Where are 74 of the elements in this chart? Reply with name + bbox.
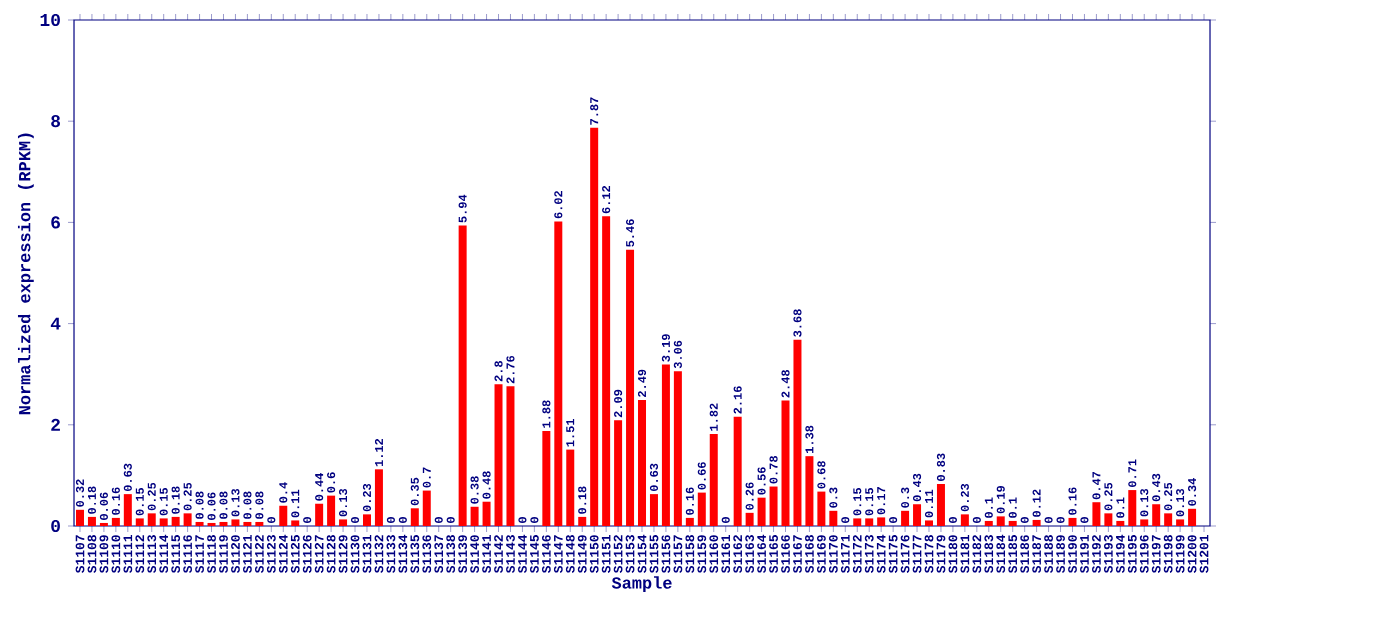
bar bbox=[602, 216, 611, 526]
bar bbox=[877, 517, 886, 526]
bar bbox=[291, 520, 300, 526]
bar bbox=[673, 371, 682, 526]
bar bbox=[590, 127, 599, 526]
x-axis-title: Sample bbox=[611, 576, 672, 593]
bar bbox=[685, 517, 694, 526]
bar bbox=[901, 510, 910, 526]
bar bbox=[422, 490, 431, 526]
bar bbox=[924, 520, 933, 526]
bar bbox=[649, 494, 658, 526]
bar bbox=[1032, 519, 1041, 526]
bar bbox=[75, 509, 84, 526]
bar bbox=[1140, 519, 1149, 526]
y-tick-label: 6 bbox=[51, 216, 60, 229]
bar bbox=[482, 501, 491, 526]
bar bbox=[865, 518, 874, 526]
bar bbox=[458, 225, 467, 526]
bar bbox=[554, 221, 563, 526]
bar bbox=[470, 506, 479, 526]
bar bbox=[745, 512, 754, 526]
bar bbox=[362, 514, 371, 526]
bar bbox=[960, 514, 969, 526]
bar bbox=[410, 508, 419, 526]
bar bbox=[171, 516, 180, 526]
bar bbox=[1116, 520, 1125, 526]
bar bbox=[578, 516, 587, 526]
bar bbox=[159, 518, 168, 526]
bar bbox=[757, 497, 766, 526]
bar bbox=[817, 491, 826, 526]
y-axis-title: Normalized expression (RPKM) bbox=[17, 133, 34, 415]
bar bbox=[1128, 490, 1137, 526]
y-tick-label: 10 bbox=[40, 13, 60, 27]
bar bbox=[626, 249, 635, 526]
bar bbox=[996, 516, 1005, 526]
bar bbox=[697, 492, 706, 526]
y-tick-label: 2 bbox=[51, 418, 60, 431]
bar bbox=[542, 430, 551, 526]
bar bbox=[805, 456, 814, 526]
bar bbox=[147, 513, 156, 526]
bar bbox=[111, 517, 120, 526]
bar bbox=[231, 519, 240, 526]
bar bbox=[135, 518, 144, 526]
bar bbox=[1104, 513, 1113, 526]
bar bbox=[829, 510, 838, 526]
bar bbox=[936, 484, 945, 526]
bar bbox=[984, 520, 993, 526]
bar bbox=[339, 519, 348, 526]
y-tick-label: 4 bbox=[50, 317, 61, 330]
bar bbox=[183, 513, 192, 526]
bar bbox=[638, 400, 647, 526]
bar bbox=[1176, 519, 1185, 526]
bar bbox=[1068, 517, 1077, 526]
bar bbox=[87, 516, 96, 526]
bar bbox=[733, 416, 742, 526]
bar bbox=[709, 433, 718, 526]
bar bbox=[614, 420, 623, 526]
bar bbox=[661, 364, 670, 526]
bar bbox=[1188, 508, 1197, 526]
bar bbox=[769, 486, 778, 526]
y-tick-label: 0 bbox=[51, 519, 60, 533]
bar bbox=[853, 518, 862, 526]
y-tick-label: 8 bbox=[51, 115, 61, 128]
bar bbox=[327, 495, 336, 526]
bar bbox=[1008, 520, 1017, 526]
bar bbox=[1092, 502, 1101, 526]
bar bbox=[374, 469, 383, 526]
bar bbox=[913, 504, 922, 526]
bar bbox=[566, 449, 575, 526]
bar bbox=[1164, 513, 1173, 526]
bar bbox=[1152, 504, 1161, 526]
bar bbox=[315, 503, 324, 526]
bar bbox=[279, 505, 288, 526]
bar bbox=[123, 494, 132, 526]
